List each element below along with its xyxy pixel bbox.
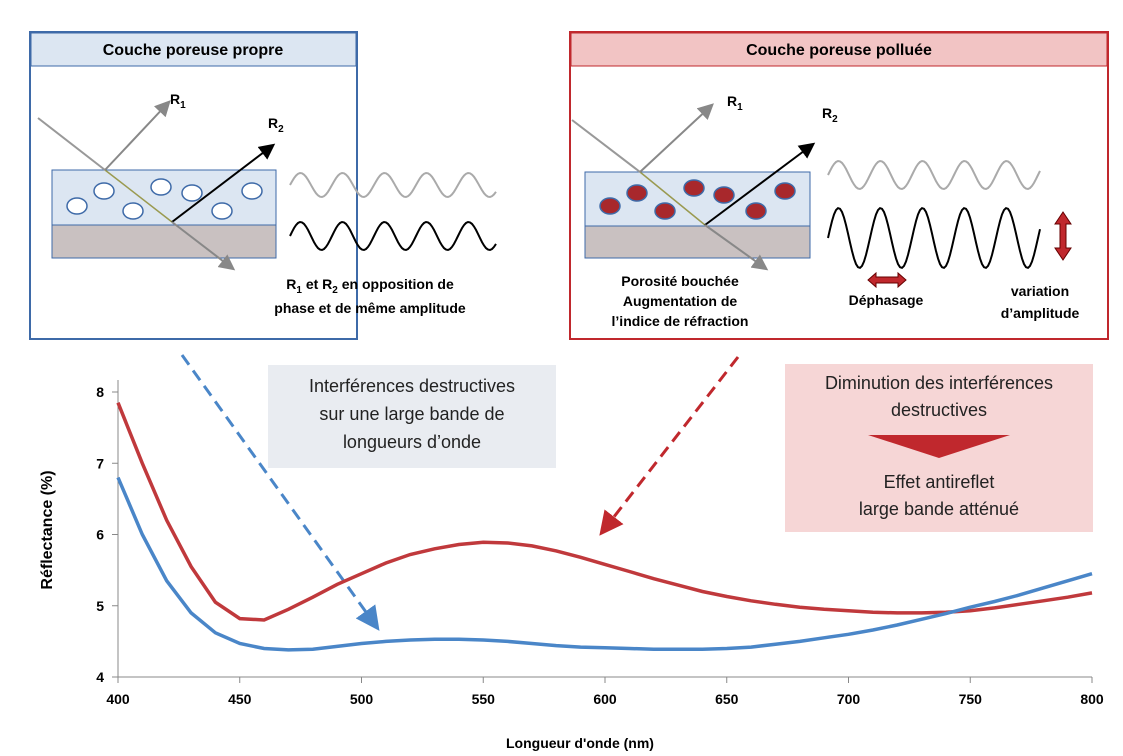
ray-r2: [171, 143, 276, 223]
r: R: [822, 105, 832, 121]
pore-text: l’indice de réfraction: [612, 313, 749, 329]
y-axis-title: Réflectance (%): [39, 470, 56, 589]
y-tick-label: 4: [96, 669, 104, 685]
transmitted-ray: [171, 221, 236, 271]
x-tick-label: 400: [106, 691, 130, 707]
amplitude-arrow: [1054, 211, 1072, 261]
wave: [289, 171, 497, 199]
x-axis-title: Longueur d'onde (nm): [506, 735, 654, 751]
panel-title: Couche poreuse propre: [103, 42, 284, 59]
porous-layer: [51, 169, 277, 226]
annotation: sur une large bande de: [319, 404, 504, 424]
x-tick-label: 650: [715, 691, 739, 707]
annotation: longueurs d’onde: [343, 432, 481, 452]
sub: 2: [278, 124, 284, 135]
pore-text: Porosité bouchée: [621, 273, 739, 289]
refracted-ray: [104, 169, 173, 223]
pores: [66, 178, 263, 220]
annotation: Effet antireflet: [884, 472, 995, 492]
y-tick-label: 6: [96, 527, 104, 543]
down-triangle: [868, 435, 1010, 458]
incident-ray: [37, 117, 106, 171]
x-tick-label: 800: [1080, 691, 1104, 707]
incident-ray: [571, 119, 641, 173]
label-r1: R1: [170, 91, 186, 111]
label-r2: R2: [268, 115, 284, 135]
x-tick-label: 700: [837, 691, 861, 707]
r: R: [727, 93, 737, 109]
panel-header: [570, 32, 1108, 67]
x-tick-label: 550: [472, 691, 496, 707]
sub: 1: [296, 285, 302, 296]
substrate: [584, 225, 811, 259]
series-line: [116, 476, 1093, 652]
phase-arrow: [867, 271, 907, 289]
x-tick-label: 600: [593, 691, 617, 707]
label-r2: R2: [822, 105, 838, 125]
pore-text: Augmentation de: [623, 293, 738, 309]
sub: 1: [737, 102, 743, 113]
t: R: [286, 276, 296, 292]
pores: [599, 179, 796, 220]
panel-title: Couche poreuse polluée: [746, 42, 932, 59]
refracted-ray: [639, 171, 706, 226]
x-tick-label: 750: [959, 691, 983, 707]
annotation: large bande atténué: [859, 499, 1019, 519]
r: R: [268, 115, 278, 131]
wave: [827, 159, 1041, 191]
ray-r2: [704, 142, 816, 226]
substrate: [51, 224, 277, 259]
y-tick-label: 8: [96, 384, 104, 400]
t: en opposition de: [338, 276, 454, 292]
wave: [289, 220, 497, 252]
pointer-arrow: [599, 356, 740, 536]
ray-r1: [104, 100, 171, 171]
x-tick-label: 450: [228, 691, 252, 707]
label-r1: R1: [727, 93, 743, 113]
annotation-box: [268, 365, 556, 468]
transmitted-ray: [704, 224, 769, 271]
phase-label: Déphasage: [849, 292, 924, 308]
panel-header: [30, 32, 357, 67]
annotation: Interférences destructives: [309, 376, 515, 396]
caption: phase et de même amplitude: [274, 300, 466, 316]
caption: R1 et R2 en opposition de: [286, 276, 454, 296]
sub: 1: [180, 100, 186, 111]
y-tick-label: 5: [96, 598, 104, 614]
series-line: [116, 402, 1093, 622]
amplitude-label: d’amplitude: [1001, 305, 1080, 321]
sub: 2: [332, 285, 338, 296]
amplitude-label: variation: [1011, 283, 1069, 299]
r: R: [170, 91, 180, 107]
ray-r1: [639, 103, 714, 173]
annotation: destructives: [891, 400, 987, 420]
wave: [827, 206, 1041, 270]
y-tick-label: 7: [96, 455, 104, 471]
x-tick-label: 500: [350, 691, 374, 707]
t: et R: [302, 276, 332, 292]
sub: 2: [832, 114, 838, 125]
chart: 4 5 6 7 8 400 450 500 550 600 650 700 750 800: [96, 380, 1104, 707]
annotation: Diminution des interférences: [825, 373, 1053, 393]
